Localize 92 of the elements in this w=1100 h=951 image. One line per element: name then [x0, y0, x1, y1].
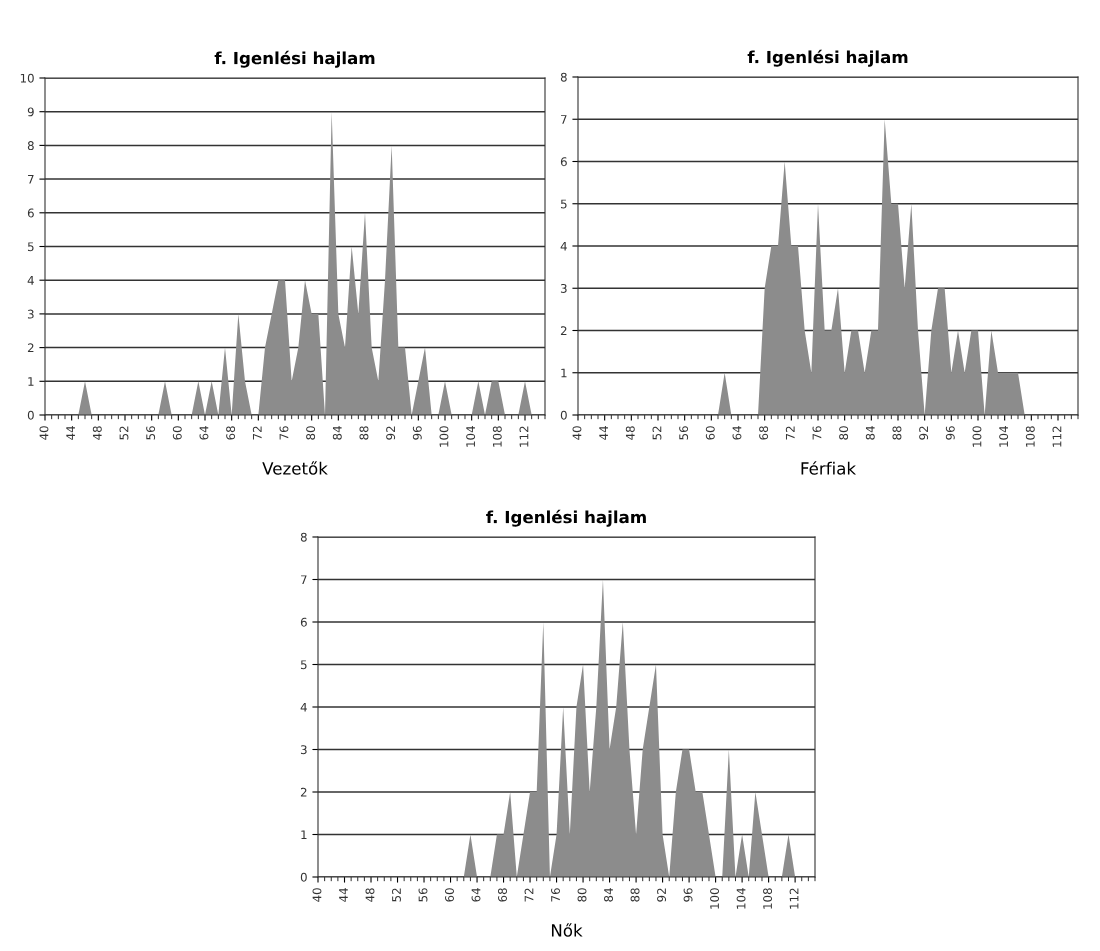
- x-tick-label: 108: [492, 426, 502, 447]
- y-tick-label: 7: [561, 115, 567, 124]
- y-tick-label: 3: [27, 309, 34, 319]
- y-tick-label: 6: [300, 617, 307, 627]
- x-tick-label: 88: [892, 426, 902, 440]
- x-tick-label: 48: [365, 888, 375, 902]
- y-tick-label: 5: [560, 199, 567, 209]
- x-axis-title: Vezetők: [262, 461, 328, 475]
- x-tick-label: 60: [705, 426, 715, 440]
- x-tick-label: 108: [1025, 426, 1035, 447]
- x-tick-label: 44: [599, 426, 608, 440]
- y-tick-label: 5: [27, 242, 34, 252]
- x-tick-label: 56: [146, 426, 156, 440]
- y-tick-label: 8: [560, 72, 567, 82]
- x-tick-label: 56: [418, 888, 428, 902]
- x-tick-label: 76: [551, 888, 560, 902]
- y-tick-label: 0: [560, 410, 567, 420]
- x-tick-label: 92: [657, 888, 667, 902]
- x-tick-label: 40: [572, 426, 582, 440]
- x-tick-label: 64: [471, 888, 481, 902]
- y-tick-label: 0: [27, 410, 34, 420]
- x-tick-label: 100: [439, 426, 449, 447]
- x-tick-label: 80: [839, 426, 849, 440]
- y-tick-label: 1: [28, 377, 34, 386]
- x-tick-label: 88: [630, 888, 640, 902]
- y-tick-label: 7: [28, 174, 34, 184]
- x-tick-label: 100: [972, 426, 982, 447]
- y-tick-label: 1: [301, 830, 307, 839]
- x-tick-label: 96: [945, 426, 955, 440]
- x-tick-label: 72: [785, 426, 795, 440]
- x-axis-title: Nők: [551, 923, 583, 937]
- x-tick-label: 76: [812, 426, 822, 440]
- y-tick-label: 8: [300, 532, 307, 542]
- x-tick-label: 80: [306, 426, 316, 440]
- x-tick-label: 40: [39, 426, 49, 440]
- y-tick-label: 10: [20, 73, 34, 83]
- x-tick-label: 84: [604, 888, 613, 902]
- x-tick-label: 80: [577, 888, 587, 902]
- y-tick-label: 3: [300, 745, 307, 755]
- x-tick-label: 92: [919, 426, 929, 440]
- x-tick-label: 60: [172, 426, 182, 440]
- y-tick-label: 4: [560, 241, 567, 251]
- y-tick-label: 2: [27, 343, 34, 353]
- x-tick-label: 112: [789, 888, 799, 909]
- x-tick-label: 104: [736, 888, 746, 909]
- y-tick-label: 0: [300, 872, 307, 882]
- x-tick-label: 112: [1052, 426, 1062, 447]
- x-tick-label: 72: [252, 426, 262, 440]
- x-tick-label: 88: [359, 426, 369, 440]
- x-tick-label: 56: [679, 426, 689, 440]
- y-tick-label: 2: [560, 326, 567, 335]
- x-tick-label: 68: [498, 888, 507, 902]
- x-tick-label: 104: [466, 426, 476, 447]
- x-tick-label: 64: [732, 426, 742, 440]
- x-tick-label: 72: [524, 888, 534, 902]
- x-tick-label: 112: [519, 426, 529, 447]
- chart-title: f. Igenlési hajlam: [747, 49, 908, 67]
- x-tick-label: 96: [412, 426, 422, 440]
- chart-title: f. Igenlési hajlam: [486, 509, 646, 527]
- x-tick-label: 40: [312, 888, 322, 902]
- x-tick-label: 60: [445, 888, 454, 902]
- x-tick-label: 52: [392, 888, 401, 902]
- y-tick-label: 9: [27, 107, 34, 117]
- x-tick-label: 64: [199, 426, 209, 440]
- y-tick-label: 4: [300, 702, 307, 712]
- x-tick-label: 52: [119, 426, 129, 440]
- y-tick-label: 5: [300, 660, 307, 670]
- y-tick-label: 3: [560, 283, 567, 293]
- x-tick-label: 84: [865, 426, 875, 440]
- y-tick-label: 2: [300, 787, 307, 797]
- x-tick-label: 44: [66, 426, 75, 440]
- x-tick-label: 68: [759, 426, 769, 440]
- x-tick-label: 44: [339, 888, 348, 902]
- x-tick-label: 84: [332, 426, 342, 440]
- x-tick-label: 48: [92, 426, 102, 440]
- y-tick-label: 8: [27, 141, 34, 151]
- y-tick-label: 6: [27, 208, 34, 218]
- x-tick-label: 68: [226, 426, 236, 440]
- x-tick-label: 96: [683, 888, 693, 902]
- x-tick-label: 108: [763, 888, 773, 909]
- x-tick-label: 52: [652, 426, 662, 440]
- x-axis-title: Férfiak: [801, 461, 857, 475]
- y-tick-label: 7: [301, 575, 307, 584]
- x-tick-label: 92: [386, 426, 396, 440]
- y-tick-label: 1: [561, 368, 567, 378]
- x-tick-label: 48: [625, 426, 635, 440]
- x-tick-label: 104: [999, 426, 1009, 447]
- x-tick-label: 76: [279, 426, 289, 440]
- y-tick-label: 4: [27, 276, 34, 285]
- y-tick-label: 6: [560, 157, 567, 167]
- x-tick-label: 100: [710, 888, 720, 909]
- chart-title: f. Igenlési hajlam: [214, 50, 375, 68]
